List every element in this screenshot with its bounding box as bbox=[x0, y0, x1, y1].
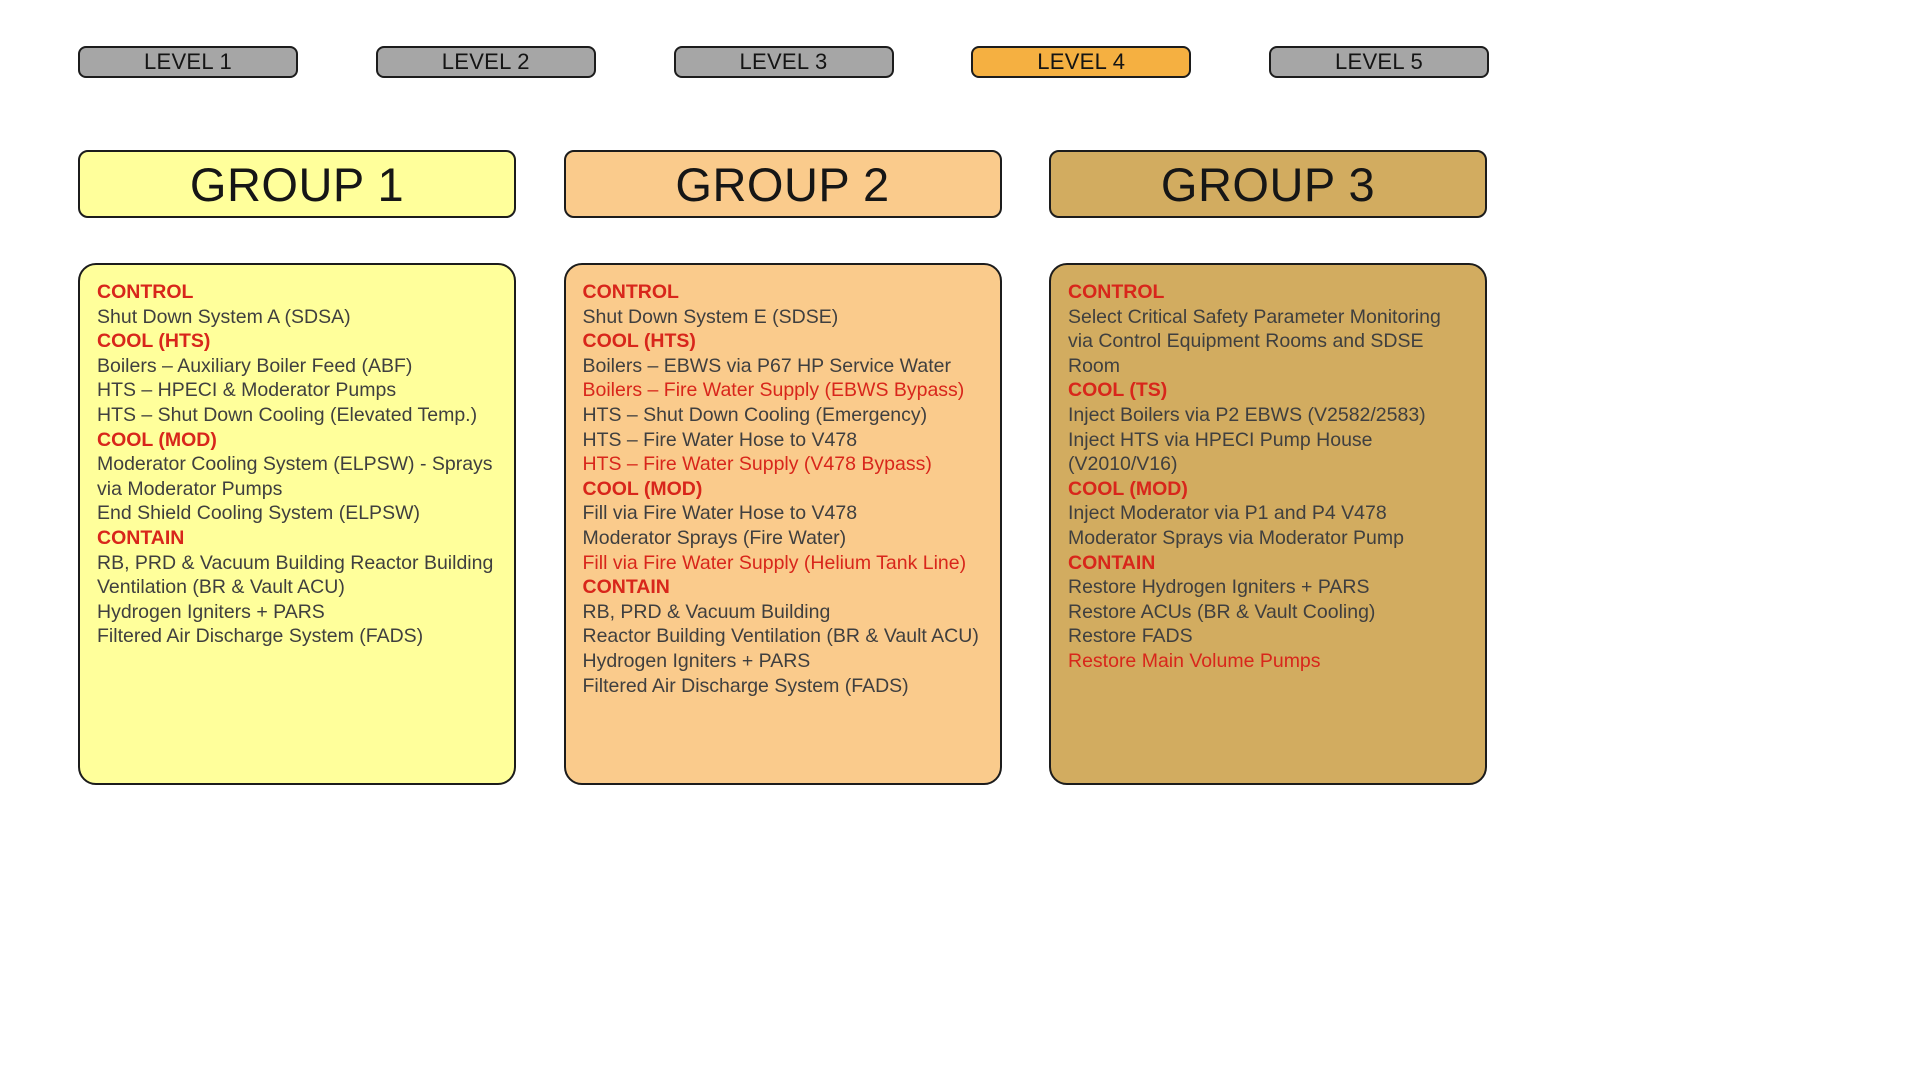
system-list-item: COOL (MOD) bbox=[582, 477, 703, 500]
system-list-item: Restore FADS bbox=[1068, 625, 1193, 648]
system-list-item: Moderator Cooling System (ELPSW) - Spray… bbox=[97, 453, 493, 500]
system-list-item: Inject Boilers via P2 EBWS (V2582/2583) bbox=[1068, 403, 1426, 426]
group1-header: GROUP 1 bbox=[78, 150, 516, 218]
system-list-item: HTS – Shut Down Cooling (Emergency) bbox=[582, 403, 928, 426]
system-list-item: COOL (HTS) bbox=[97, 330, 211, 353]
system-list-item: Moderator Sprays via Moderator Pump bbox=[1068, 526, 1404, 549]
system-list-item: Inject Moderator via P1 and P4 V478 bbox=[1068, 502, 1387, 525]
system-list-item: Reactor Building Ventilation (BR & Vault… bbox=[582, 625, 979, 648]
system-list-item: Filtered Air Discharge System (FADS) bbox=[97, 625, 424, 648]
system-list-item: Boilers – Auxiliary Boiler Feed (ABF) bbox=[97, 354, 413, 377]
level-button[interactable]: LEVEL 5 bbox=[1269, 46, 1489, 78]
system-list-item: Select Critical Safety Parameter Monitor… bbox=[1068, 305, 1441, 377]
group3-header: GROUP 3 bbox=[1049, 150, 1487, 218]
system-list-item: Hydrogen Igniters + PARS bbox=[582, 649, 811, 672]
system-list-item: End Shield Cooling System (ELPSW) bbox=[97, 502, 420, 525]
system-list-item: HTS – Shut Down Cooling (Elevated Temp.) bbox=[97, 403, 478, 426]
system-list-item: Restore ACUs (BR & Vault Cooling) bbox=[1068, 600, 1376, 623]
system-list-item: CONTAIN bbox=[582, 576, 670, 599]
group-boxes-row: CONTROL Shut Down System A (SDSA) COOL (… bbox=[78, 263, 1487, 785]
system-list-item: Shut Down System A (SDSA) bbox=[97, 305, 351, 328]
group3-systems-box: CONTROL Select Critical Safety Parameter… bbox=[1049, 263, 1487, 785]
system-list-item: HTS – Fire Water Hose to V478 bbox=[582, 428, 858, 451]
system-list-item: Moderator Sprays (Fire Water) bbox=[582, 526, 847, 549]
group1-systems-box: CONTROL Shut Down System A (SDSA) COOL (… bbox=[78, 263, 516, 785]
system-list-item: CONTAIN bbox=[1068, 551, 1156, 574]
level-button[interactable]: LEVEL 3 bbox=[673, 46, 894, 78]
system-list-item: HTS – Fire Water Supply (V478 Bypass) bbox=[582, 453, 932, 476]
system-list-item: Fill via Fire Water Supply (Helium Tank … bbox=[582, 551, 967, 574]
system-list-item: CONTROL bbox=[1068, 281, 1165, 303]
system-list-item: Hydrogen Igniters + PARS bbox=[97, 600, 325, 623]
system-list-item: Inject HTS via HPECI Pump House (V2010/V… bbox=[1068, 428, 1373, 476]
system-list-item: CONTAIN bbox=[97, 526, 185, 549]
system-list-item: Boilers – Fire Water Supply (EBWS Bypass… bbox=[582, 379, 965, 402]
system-list-item: COOL (HTS) bbox=[582, 330, 696, 353]
group2-systems-box: CONTROL Shut Down System E (SDSE) COOL (… bbox=[563, 263, 1002, 785]
level-button[interactable]: LEVEL 1 bbox=[78, 46, 298, 78]
system-list-item: COOL (TS) bbox=[1068, 379, 1168, 402]
system-list-item: CONTROL bbox=[582, 281, 679, 303]
system-list-item: Restore Hydrogen Igniters + PARS bbox=[1068, 576, 1370, 599]
system-list-item: Filtered Air Discharge System (FADS) bbox=[582, 674, 909, 697]
system-list-item: Restore Main Volume Pumps bbox=[1068, 649, 1321, 672]
system-list-item: RB, PRD & Vacuum Building Reactor Buildi… bbox=[97, 551, 494, 599]
level-button[interactable]: LEVEL 2 bbox=[375, 46, 596, 78]
system-list-item: COOL (MOD) bbox=[97, 428, 217, 451]
group-headers-row: GROUP 1 GROUP 2 GROUP 3 bbox=[78, 150, 1487, 218]
level-button[interactable]: LEVEL 4 bbox=[971, 46, 1192, 78]
system-list-item: Fill via Fire Water Hose to V478 bbox=[582, 502, 858, 525]
system-list-item: HTS – HPECI & Moderator Pumps bbox=[97, 379, 397, 402]
system-list-item: RB, PRD & Vacuum Building bbox=[582, 600, 831, 623]
system-list-item: Boilers – EBWS via P67 HP Service Water bbox=[582, 354, 951, 377]
system-list-item: Shut Down System E (SDSE) bbox=[582, 305, 839, 328]
level-buttons-row: LEVEL 1 LEVEL 2 LEVEL 3 LEVEL 4 LEVEL 5 bbox=[78, 46, 1489, 78]
group2-header: GROUP 2 bbox=[563, 150, 1002, 218]
system-list-item: COOL (MOD) bbox=[1068, 477, 1188, 500]
system-list-item: CONTROL bbox=[97, 281, 194, 303]
